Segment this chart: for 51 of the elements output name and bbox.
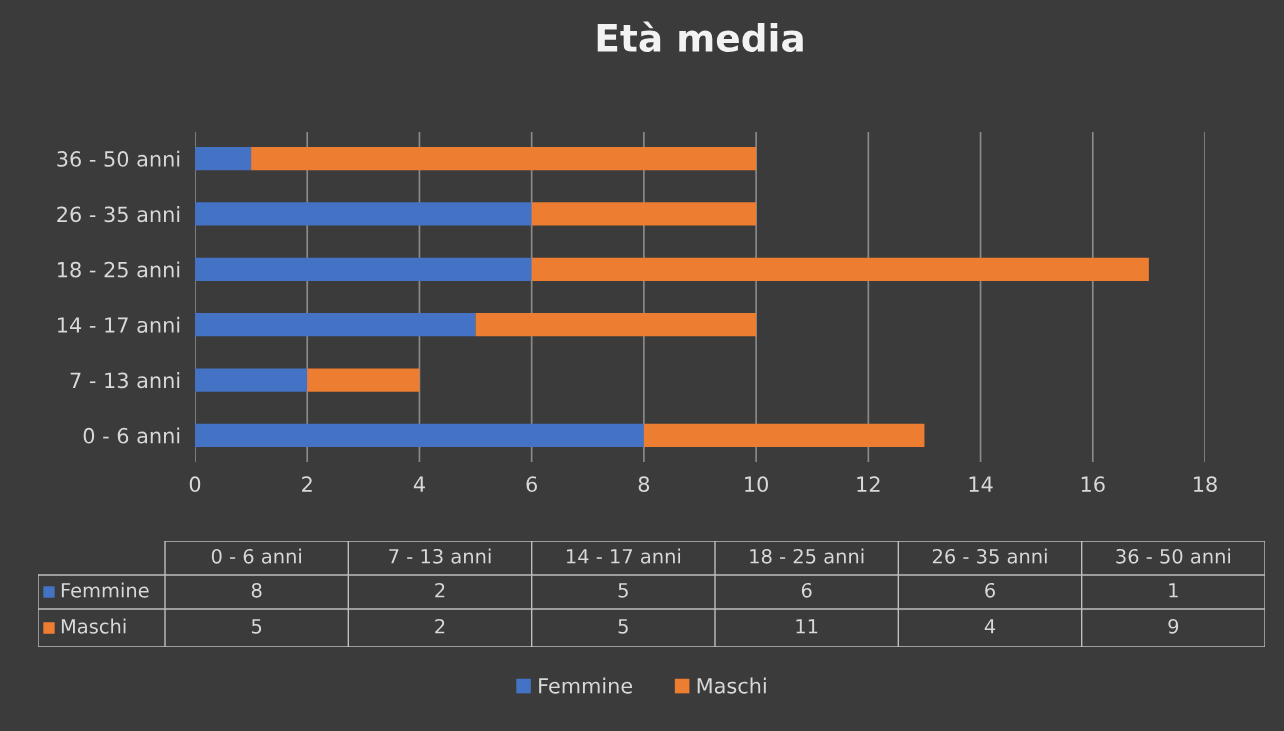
- bar: [195, 423, 644, 447]
- data-label: 5: [618, 619, 628, 634]
- legend-label: Femmine: [539, 677, 633, 694]
- category-label: 18 - 25 anni: [750, 548, 864, 564]
- bar: [643, 423, 925, 447]
- bar: [251, 147, 757, 171]
- bar: [195, 257, 532, 281]
- x-tick-label: 18: [1194, 476, 1217, 493]
- y-tick-label: 26 - 35 anni: [57, 206, 180, 223]
- legend-label: Femmine: [61, 582, 149, 598]
- y-tick-label: 0 - 6 anni: [83, 427, 180, 444]
- bar: [307, 368, 420, 392]
- legend-label: Maschi: [61, 618, 126, 634]
- y-tick-label: 18 - 25 anni: [58, 261, 180, 278]
- bar: [195, 313, 476, 337]
- bar: [195, 147, 252, 171]
- bar: [475, 313, 757, 337]
- x-tick-label: 12: [857, 476, 880, 492]
- data-label: 11: [796, 619, 818, 634]
- y-tick-label: 14 - 17 anni: [58, 316, 180, 333]
- data-label: 6: [801, 582, 812, 598]
- chart-title: Età media: [597, 21, 803, 52]
- data-label: 8: [251, 582, 262, 598]
- data-label: 5: [251, 619, 262, 634]
- x-tick-label: 2: [302, 476, 312, 492]
- x-tick-label: 4: [413, 476, 425, 492]
- category-label: 14 - 17 anni: [566, 548, 681, 564]
- bar: [195, 368, 308, 392]
- data-label: 9: [1168, 618, 1179, 634]
- legend-label: Maschi: [697, 677, 766, 694]
- data-label: 4: [984, 619, 996, 634]
- bar: [195, 202, 532, 226]
- x-tick-label: 0: [189, 476, 201, 493]
- x-tick-label: 8: [638, 476, 650, 493]
- data-label: 1: [1169, 583, 1178, 598]
- y-tick-label: 7 - 13 anni: [70, 372, 180, 389]
- data-label: 6: [985, 582, 995, 598]
- data-label: 2: [435, 582, 445, 598]
- x-tick-label: 16: [1081, 476, 1105, 493]
- y-tick-label: 36 - 50 anni: [57, 150, 180, 167]
- category-label: 7 - 13 anni: [389, 548, 491, 564]
- x-tick-label: 10: [745, 476, 768, 493]
- category-label: 0 - 6 anni: [211, 548, 301, 564]
- bar: [531, 202, 757, 226]
- data-label: 5: [618, 583, 628, 598]
- x-tick-label: 14: [969, 476, 993, 492]
- category-label: 26 - 35 anni: [932, 548, 1047, 564]
- data-label: 2: [435, 618, 445, 634]
- x-tick-label: 6: [526, 476, 537, 493]
- category-label: 36 - 50 anni: [1116, 548, 1231, 564]
- bar: [531, 257, 1149, 281]
